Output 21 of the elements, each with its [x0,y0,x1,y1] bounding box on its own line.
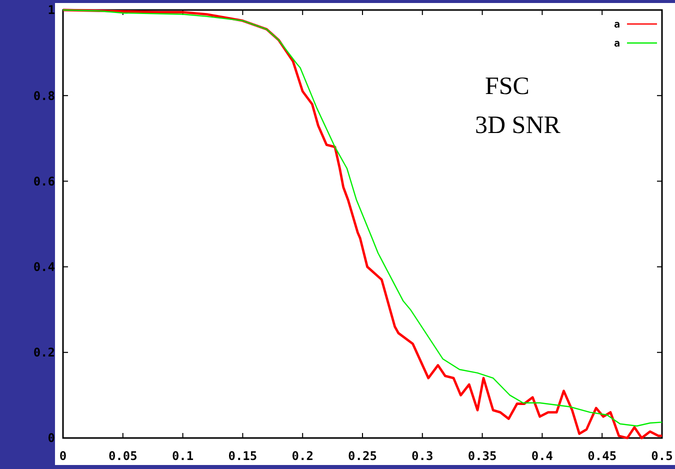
x-tick-label: 0.5 [651,449,673,463]
x-tick-label: 0.05 [108,449,138,463]
x-tick-label: 0.1 [172,449,194,463]
x-tick-label: 0.25 [348,449,377,463]
x-tick-label: 0.3 [412,449,434,463]
y-tick-label: 1 [48,3,55,18]
y-tick-label: 0 [48,431,55,446]
y-tick-label: 0.4 [33,260,55,274]
x-tick-label: 0.2 [292,449,314,463]
annotation: FSC [485,73,530,100]
x-tick-label: 0.4 [531,449,554,463]
y-tick-label: 0.6 [33,174,55,188]
x-tick-label: 0 [59,449,67,463]
legend-label: a [614,38,620,50]
legend-label: a [614,20,620,30]
x-tick-label: 0.35 [468,449,497,463]
annotation: 3D SNR [475,112,561,139]
x-tick-label: 0.15 [228,449,258,463]
y-tick-label: 0.2 [33,346,55,360]
x-tick-label: 0.45 [588,449,617,463]
y-tick-label: 0.8 [33,88,55,103]
